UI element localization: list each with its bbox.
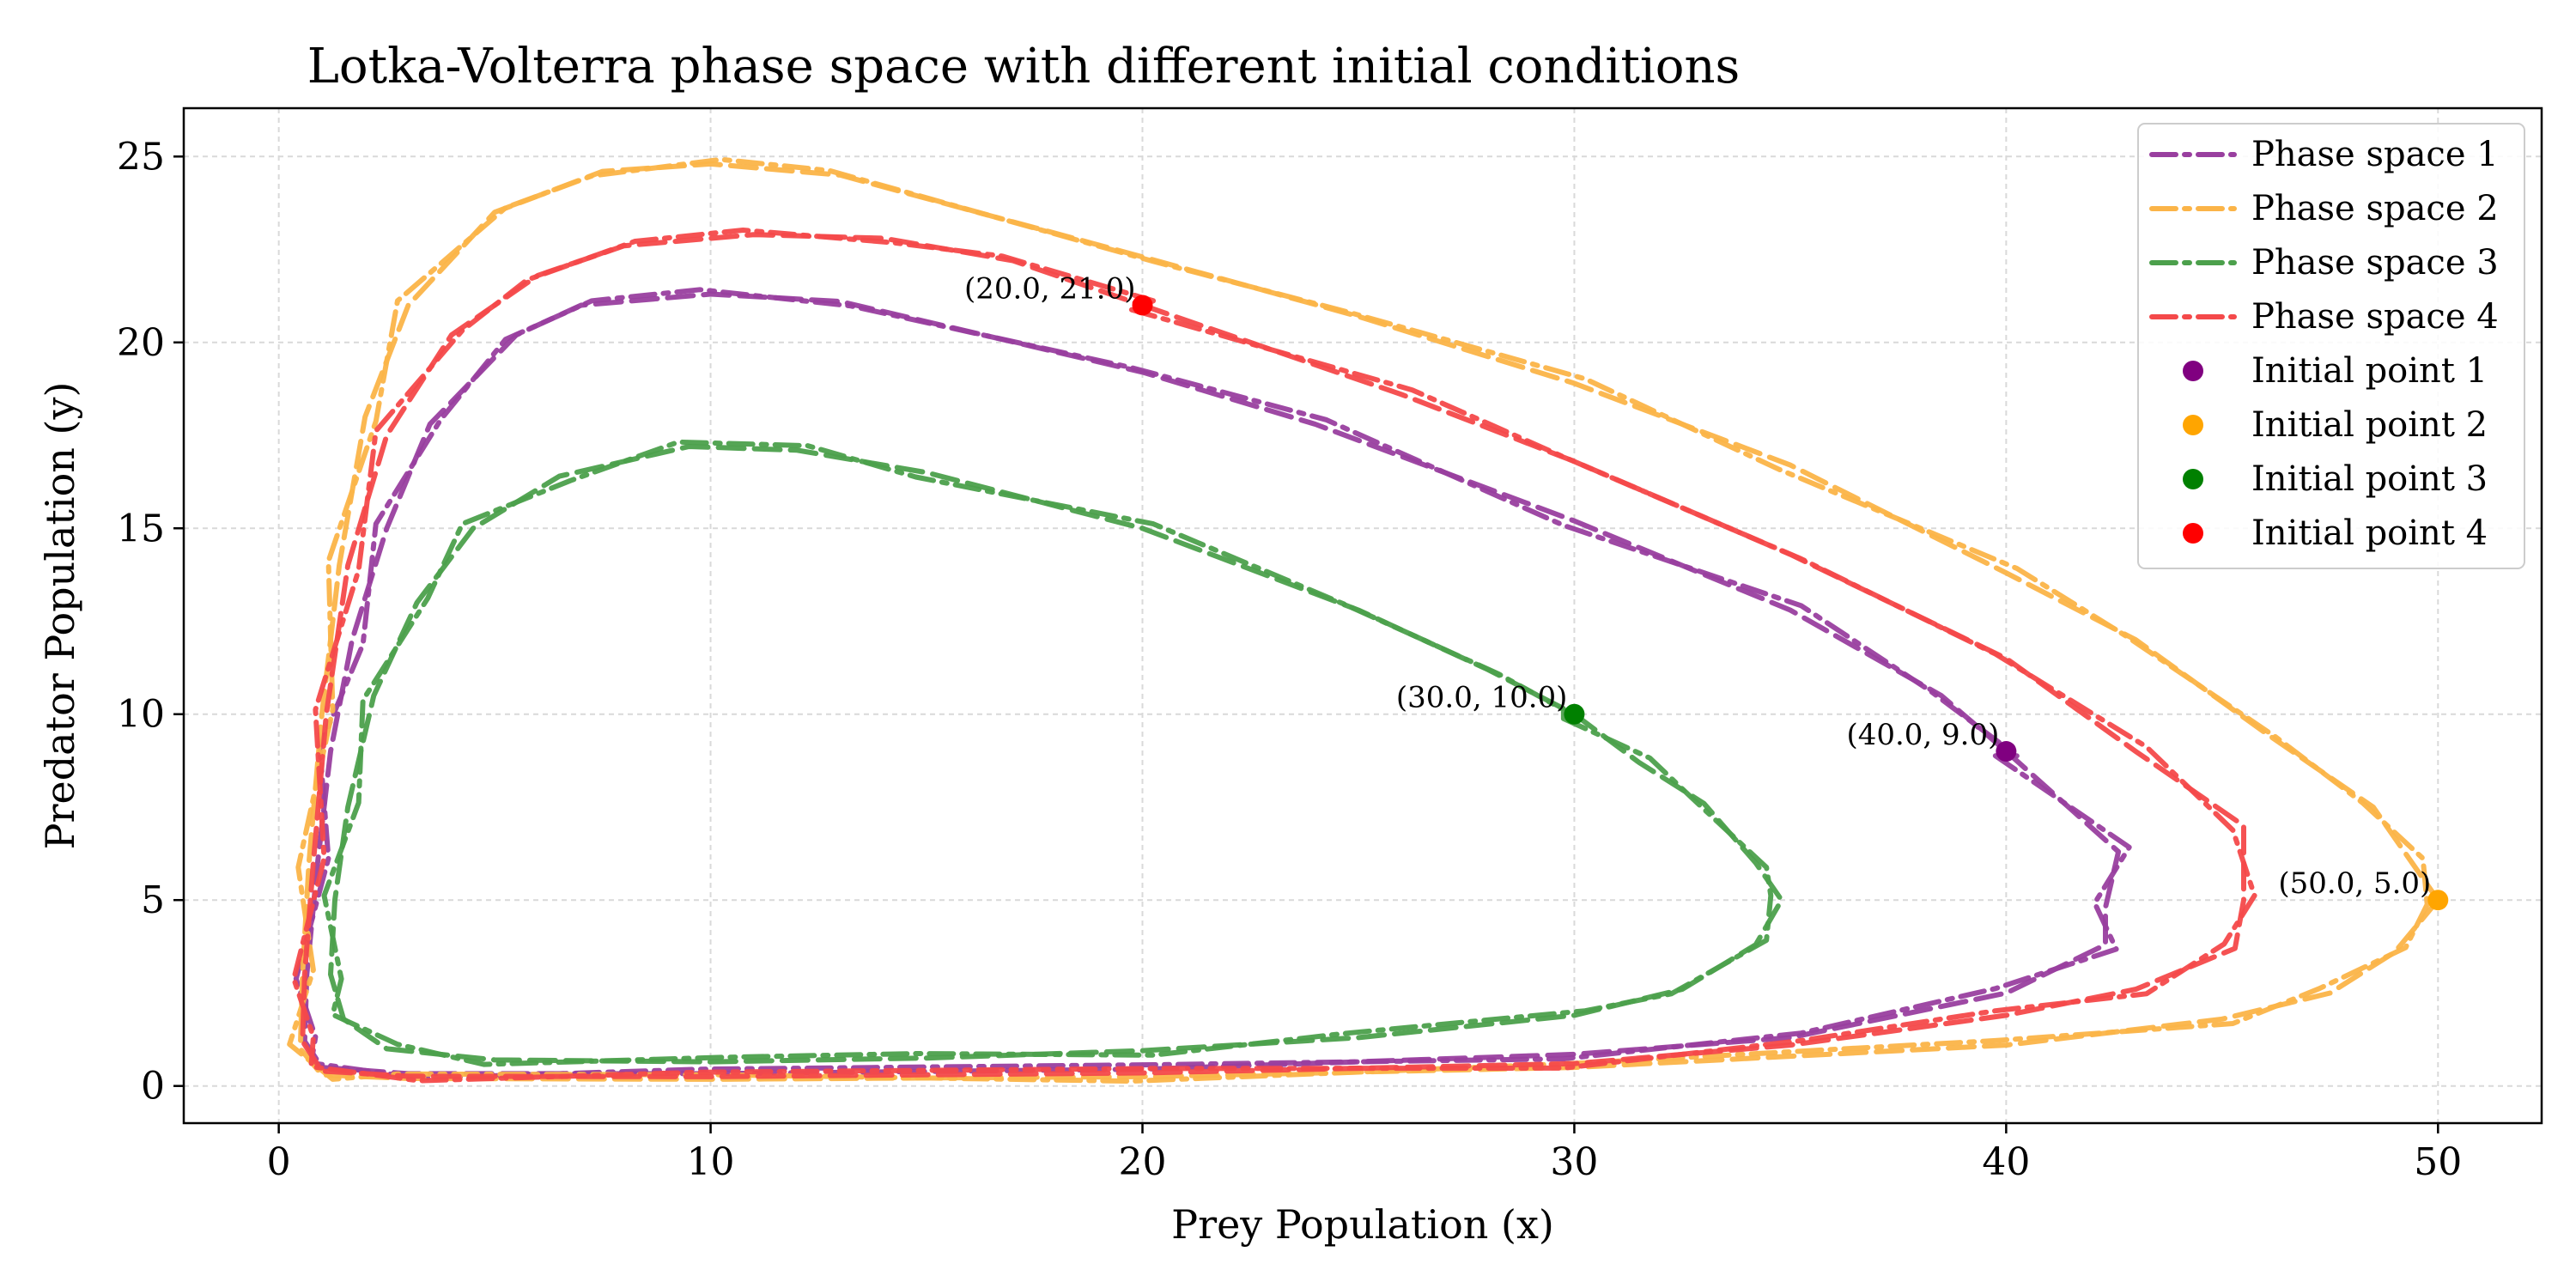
x-tick-label: 20 [1119,1140,1167,1184]
y-tick-label: 0 [141,1065,165,1109]
y-tick-label: 10 [117,693,165,737]
phase-curve-3-trace-b [321,439,1774,1067]
legend-marker-point-1 [2183,361,2203,381]
legend-marker-point-4 [2183,523,2203,544]
x-tick-label: 40 [1982,1140,2030,1184]
initial-point-2-label: (50.0, 5.0) [2278,866,2431,901]
initial-points [1132,295,2449,911]
phase-curves [287,156,2441,1084]
legend-label-series-2: Phase space 2 [2251,189,2499,228]
legend-label-point-1: Initial point 1 [2251,351,2488,391]
x-tick-label: 10 [687,1140,735,1184]
legend-label-point-3: Initial point 3 [2251,459,2488,499]
initial-point-1 [1996,741,2017,762]
legend-marker-point-2 [2183,415,2203,435]
plot-frame [182,106,2543,1125]
legend-label-series-1: Phase space 1 [2251,135,2499,174]
initial-point-4 [1132,295,1153,316]
x-tick-label: 0 [267,1140,291,1184]
legend-label-series-4: Phase space 4 [2251,297,2499,337]
initial-point-3 [1564,703,1585,725]
initial-point-4-label: (20.0, 21.0) [964,271,1136,306]
y-axis-label: Predator Population (y) [37,382,83,850]
legend-label-point-2: Initial point 2 [2251,405,2488,445]
x-axis-ticks: 0 10 20 30 40 50 [267,1123,2462,1184]
y-tick-label: 20 [117,321,165,365]
legend-label-point-4: Initial point 4 [2251,513,2488,553]
x-tick-label: 30 [1550,1140,1598,1184]
y-tick-label: 25 [117,135,165,179]
x-axis-label: Prey Population (x) [1171,1201,1554,1248]
legend-label-series-3: Phase space 3 [2251,243,2499,283]
y-tick-label: 5 [141,878,165,922]
point-annotations: (40.0, 9.0) (50.0, 5.0) (30.0, 10.0) (20.0,… [964,271,2431,901]
phase-curve-4-trace-b [291,228,2257,1084]
initial-point-3-label: (30.0, 10.0) [1396,681,1568,715]
legend-marker-point-3 [2183,469,2203,489]
initial-point-2 [2427,890,2449,911]
initial-point-1-label: (40.0, 9.0) [1846,718,1999,752]
legend-box [2137,123,2525,569]
phase-curve-1-trace-a [301,291,2122,1077]
y-tick-label: 15 [117,507,165,550]
y-axis-ticks: 0 5 10 15 20 25 [117,135,184,1109]
x-tick-label: 50 [2414,1140,2462,1184]
legend: Phase space 1 Phase space 2 Phase space 3 P… [2137,123,2525,569]
chart-title: Lotka-Volterra phase space with differen… [307,39,1741,94]
